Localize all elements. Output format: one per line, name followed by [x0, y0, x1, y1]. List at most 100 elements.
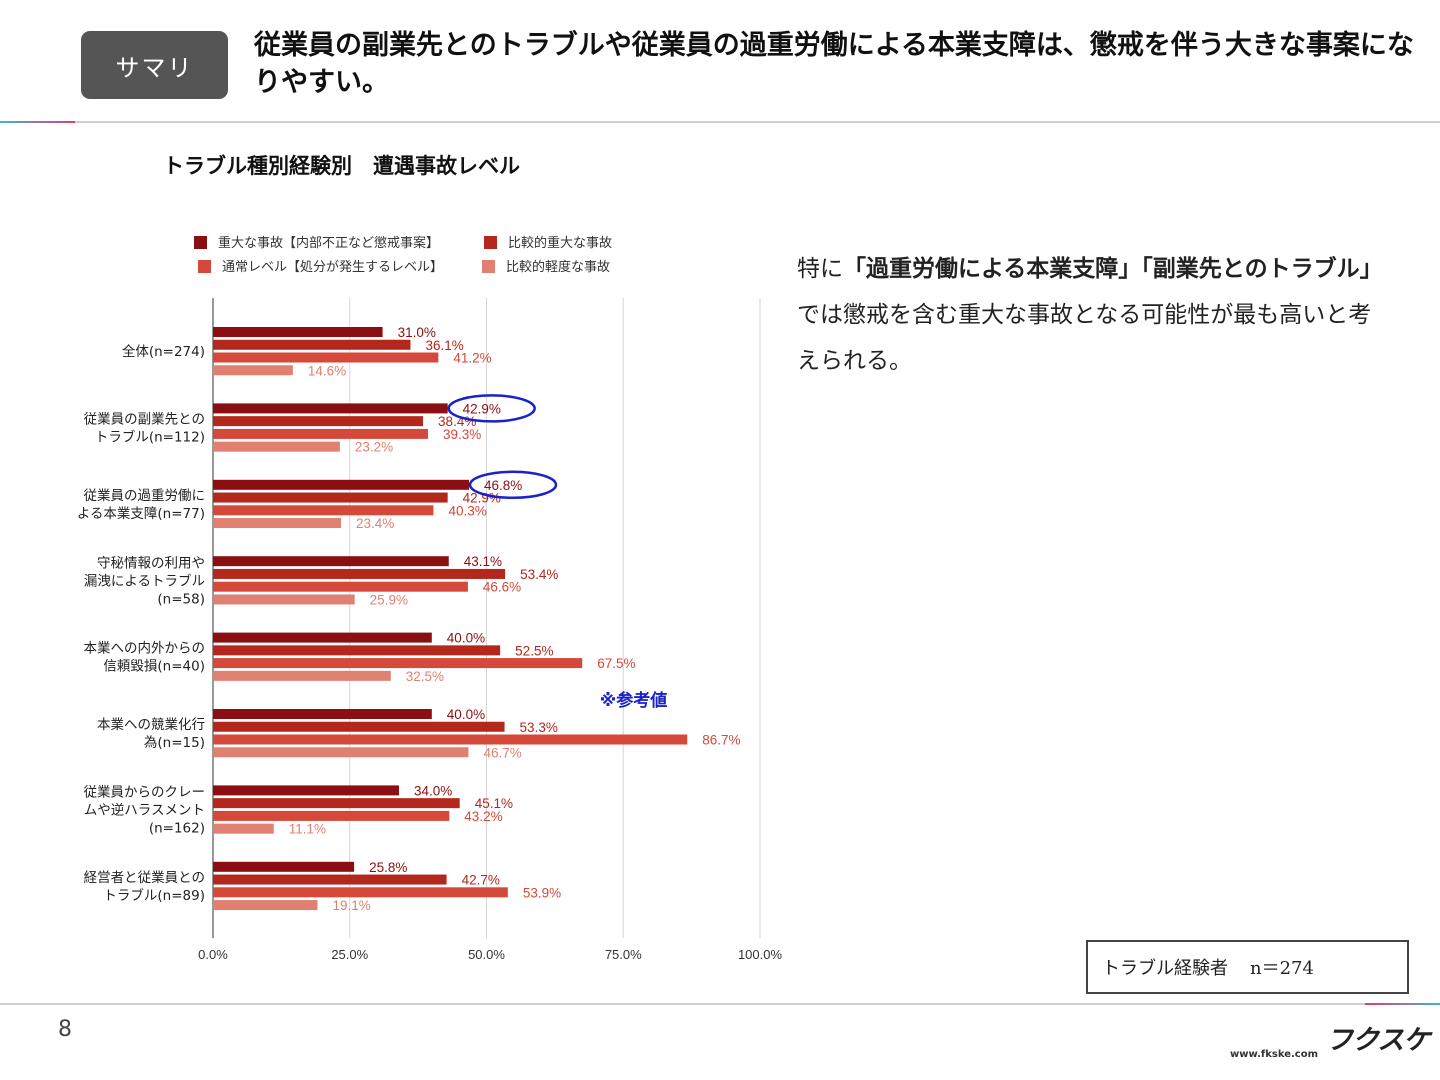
respondent-note-label: トラブル経験者 [1102, 958, 1228, 979]
category-label: 本業への競業化行 [97, 717, 205, 733]
data-label: 34.0% [414, 783, 452, 798]
bar [213, 352, 439, 363]
bar [213, 403, 448, 414]
page-number: 8 [58, 1017, 72, 1042]
data-label: 41.2% [453, 351, 491, 366]
bar [213, 721, 505, 732]
bar [213, 556, 449, 567]
data-label: 42.7% [462, 873, 500, 888]
bar [213, 339, 411, 350]
bottom-divider [0, 1003, 1440, 1005]
reference-annotation: ※参考値 [600, 690, 668, 711]
bar [213, 594, 355, 605]
x-tick-label: 50.0% [468, 947, 505, 962]
category-label: よる本業支障(n=77) [77, 506, 205, 522]
data-label: 25.9% [370, 592, 408, 607]
bar [213, 365, 293, 376]
data-label: 32.5% [406, 669, 444, 684]
bar [213, 874, 447, 885]
bar [213, 645, 501, 656]
category-label: 為(n=15) [144, 735, 205, 751]
data-label: 19.1% [332, 898, 370, 913]
x-tick-label: 100.0% [738, 947, 783, 962]
category-label: (n=162) [149, 821, 205, 837]
data-label: 46.8% [484, 478, 522, 493]
bar [213, 518, 341, 529]
legend-swatch [194, 236, 207, 249]
brand-logo: フクスケ [1326, 1025, 1430, 1056]
bar [213, 785, 399, 796]
data-label: 43.2% [464, 809, 502, 824]
top-divider [0, 121, 1440, 123]
bar [213, 492, 448, 503]
data-label: 11.1% [289, 822, 326, 837]
summary-badge: サマリ [81, 31, 228, 99]
data-label: 40.3% [448, 503, 486, 518]
data-label: 36.1% [425, 338, 463, 353]
legend-label: 比較的軽度な事故 [506, 259, 610, 275]
side-commentary: 特に「過重労働による本業支障」「副業先とのトラブル」では懲戒を含む重大な事故とな… [797, 246, 1387, 384]
legend-swatch [198, 260, 211, 273]
x-tick-label: 75.0% [605, 947, 642, 962]
footer-url: www.fkske.com [1230, 1049, 1319, 1060]
data-label: 52.5% [515, 643, 553, 658]
category-label: 従業員の副業先との [84, 412, 205, 428]
data-label: 23.2% [355, 440, 393, 455]
bar [213, 505, 434, 516]
data-label: 40.0% [447, 631, 485, 646]
bar [213, 670, 391, 681]
category-label: 従業員の過重労働に [84, 488, 206, 504]
data-label: 31.0% [398, 325, 436, 340]
bar [213, 568, 506, 579]
data-label: 42.9% [463, 401, 501, 416]
respondent-note-count: n＝274 [1250, 958, 1314, 979]
page-headline: 従業員の副業先とのトラブルや従業員の過重労働による本業支障は、懲戒を伴う大きな事… [254, 30, 1414, 98]
category-label: 経営者と従業員との [84, 870, 205, 886]
bottom-divider-accent [1365, 1003, 1440, 1005]
data-label: 53.9% [523, 885, 561, 900]
bar [213, 810, 450, 821]
data-label: 86.7% [702, 733, 740, 748]
bar [213, 887, 508, 898]
category-label: 従業員からのクレー [84, 785, 206, 801]
legend-label: 通常レベル【処分が発生するレベル】 [222, 260, 443, 275]
top-divider-accent [0, 121, 75, 123]
legend-label: 重大な事故【内部不正など懲戒事案】 [218, 235, 439, 251]
data-label: 53.3% [520, 720, 558, 735]
bar [213, 658, 583, 669]
data-label: 25.8% [369, 860, 407, 875]
highlight-ellipse [468, 470, 558, 500]
side-text-emphasis: 「過重労働による本業支障」「副業先とのトラブル」 [843, 255, 1383, 282]
bar [213, 798, 460, 809]
bar [213, 861, 355, 872]
x-tick-label: 25.0% [331, 947, 368, 962]
bar [213, 416, 424, 427]
category-label: 信頼毀損(n=40) [103, 659, 205, 675]
respondent-note: トラブル経験者 n＝274 [1086, 940, 1409, 994]
category-label: 漏洩によるトラブル [84, 572, 205, 589]
bar [213, 428, 428, 439]
highlight-ellipse [447, 394, 536, 423]
data-label: 42.9% [463, 491, 501, 506]
data-label: 40.0% [447, 707, 485, 722]
bar [213, 747, 469, 758]
legend-label: 比較的重大な事故 [508, 235, 612, 251]
bar [213, 823, 274, 834]
bar-chart: 0.0% 25.0% 50.0% 75.0% 100.0% 重大な事故【内部不正など懲戒事… [77, 235, 783, 962]
side-text-lead: 特に [797, 256, 843, 282]
category-label: トラブル(n=112) [95, 429, 205, 446]
bar [213, 581, 468, 592]
bar [213, 441, 340, 452]
bar [213, 327, 383, 337]
chart-title: トラブル種別経験別 遭遇事故レベル [163, 153, 520, 178]
category-label: 全体(n=274) [122, 343, 205, 360]
data-label: 43.1% [464, 554, 502, 569]
category-label: 守秘情報の利用や [97, 555, 205, 571]
category-label: 本業への内外からの [84, 641, 206, 657]
bar [213, 900, 318, 911]
legend-swatch [482, 260, 495, 273]
legend-swatch [484, 236, 497, 249]
data-label: 46.6% [483, 580, 521, 595]
data-label: 45.1% [475, 796, 513, 811]
data-label: 46.7% [483, 745, 521, 760]
